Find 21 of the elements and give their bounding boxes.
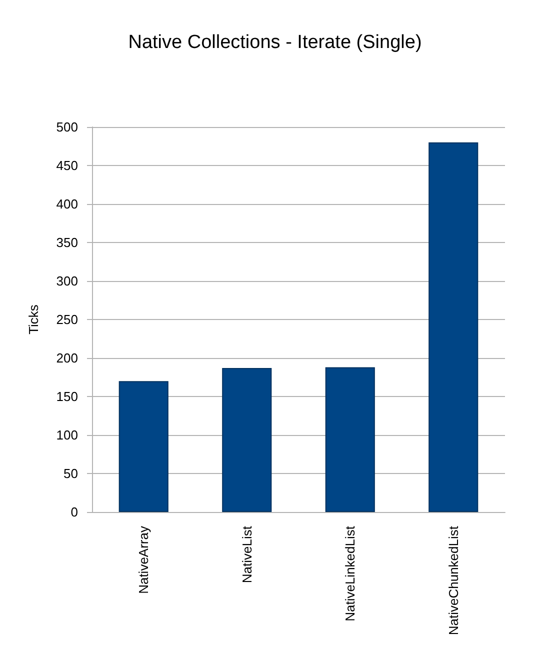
y-tick-label: 300: [56, 274, 78, 288]
y-tick-label: 150: [56, 389, 78, 404]
y-tick-label: 350: [56, 235, 78, 250]
y-axis-title: Ticks: [26, 304, 41, 334]
y-tick-label: 100: [56, 428, 78, 442]
bar: [428, 142, 478, 512]
bar: [222, 368, 272, 512]
chart-title: Native Collections - Iterate (Single): [128, 32, 422, 53]
y-tick-label: 500: [56, 120, 78, 134]
bar: [325, 367, 375, 512]
y-tick-label: 50: [64, 466, 78, 481]
y-tick-label: 250: [56, 312, 78, 327]
y-tick-label: 450: [56, 158, 78, 173]
x-tick-label: NativeLinkedList: [342, 526, 358, 622]
bar: [118, 381, 168, 512]
y-tick-label: 0: [70, 504, 78, 520]
x-tick-label: NativeChunkedList: [446, 526, 461, 636]
y-tick-label: 200: [56, 350, 78, 366]
x-tick-label: NativeList: [239, 526, 254, 584]
x-tick-label: NativeArray: [136, 526, 152, 594]
y-tick-label: 400: [56, 196, 78, 212]
